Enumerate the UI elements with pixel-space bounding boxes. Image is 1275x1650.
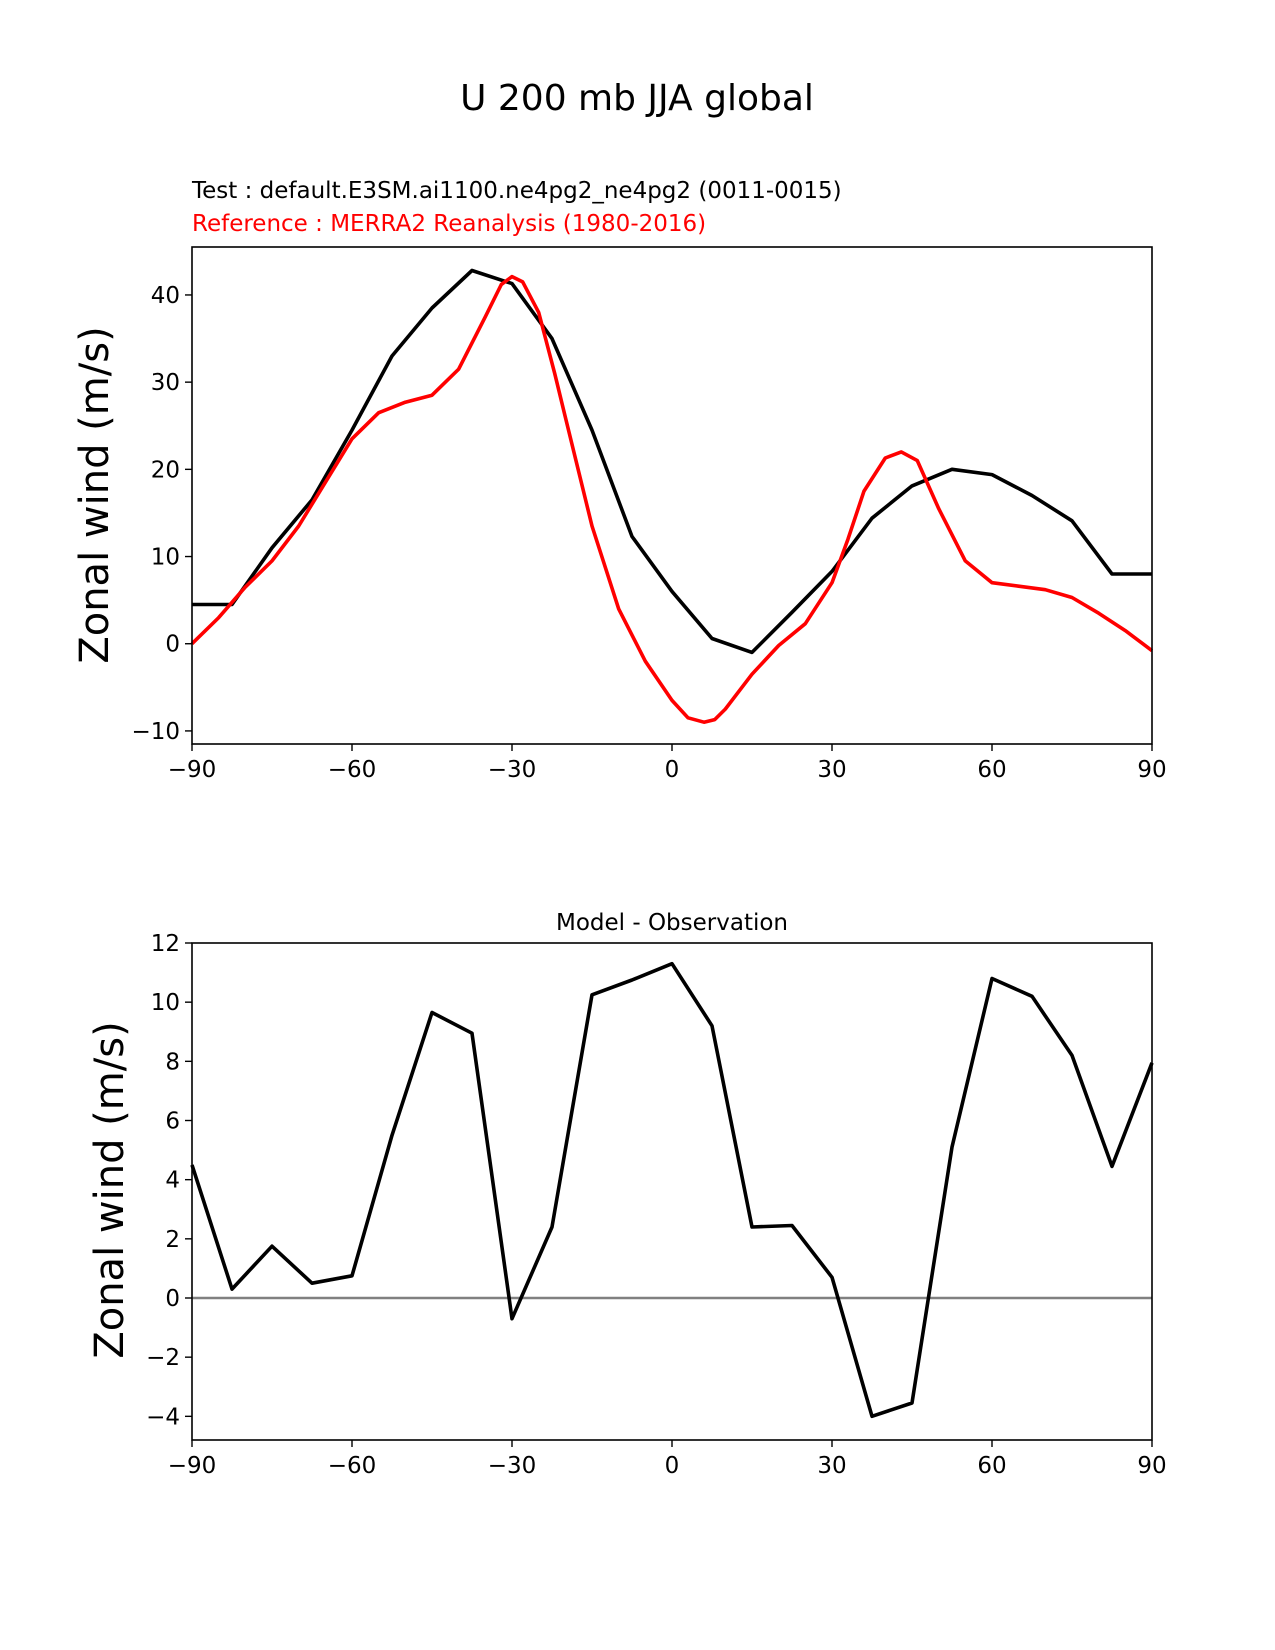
bottom-panel-x-tick-label: 60	[977, 1453, 1006, 1479]
bottom-panel-y-tick-label: 8	[165, 1049, 180, 1075]
bottom-panel-y-tick-label: 2	[165, 1227, 180, 1253]
top-panel-x-tick-label: −30	[488, 757, 537, 783]
top-panel-y-tick-label: 40	[151, 283, 180, 309]
bottom-panel-y-tick-label: 12	[151, 931, 180, 957]
top-panel-series-reference-line	[190, 274, 1154, 725]
top-panel-series	[190, 268, 1154, 725]
bottom-panel-y-tick-label: 0	[165, 1286, 180, 1312]
top-panel-y-tick-label: 10	[151, 545, 180, 571]
top-panel-y-tick-label: 30	[151, 370, 180, 396]
top-panel-y-tick-label: 20	[151, 457, 180, 483]
top-panel-y-tick-label: 0	[165, 632, 180, 658]
figure-title: U 200 mb JJA global	[460, 78, 814, 119]
bottom-panel-y-tick-label: 6	[165, 1109, 180, 1135]
top-panel-axes: −90 −60 −30 0 30 60 90 −10 0 10 20 30 40	[131, 283, 1166, 783]
top-panel-x-tick-label: 0	[665, 757, 680, 783]
top-panel-x-tick-label: 60	[977, 757, 1006, 783]
top-panel: Test : default.E3SM.ai1100.ne4pg2_ne4pg2…	[72, 178, 1167, 783]
top-panel-x-tick-label: −60	[328, 757, 377, 783]
top-panel-test-label: Test : default.E3SM.ai1100.ne4pg2_ne4pg2…	[191, 178, 842, 204]
bottom-panel-y-tick-label: −4	[146, 1404, 180, 1430]
bottom-panel-y-axis-label: Zonal wind (m/s)	[87, 1021, 133, 1358]
top-panel-x-tick-label: −90	[168, 757, 217, 783]
bottom-panel-y-tick-label: 10	[151, 990, 180, 1016]
bottom-panel-title: Model - Observation	[556, 910, 788, 936]
bottom-panel-x-tick-label: 90	[1137, 1453, 1166, 1479]
bottom-panel-axes: −90 −60 −30 0 30 60 90 −4 −2 0 2 4 6 8 10 12	[146, 931, 1167, 1479]
top-panel-series-test-line	[192, 268, 1152, 655]
bottom-panel-frame	[191, 942, 1153, 1441]
bottom-panel-x-tick-label: 30	[817, 1453, 846, 1479]
bottom-panel: Model - Observation Zonal wind (m/s) −90…	[87, 910, 1167, 1479]
bottom-panel-series-model-observation-line	[190, 961, 1154, 1419]
top-panel-y-tick-label: −10	[131, 719, 180, 745]
bottom-panel-x-tick-label: 0	[665, 1453, 680, 1479]
top-panel-x-tick-label: 30	[817, 757, 846, 783]
bottom-panel-y-tick-label: −2	[146, 1345, 180, 1371]
top-panel-frame	[191, 246, 1153, 745]
bottom-panel-series	[190, 961, 1154, 1419]
top-panel-x-tick-label: 90	[1137, 757, 1166, 783]
top-panel-reference-label: Reference : MERRA2 Reanalysis (1980-2016…	[192, 211, 706, 237]
top-panel-y-axis-label: Zonal wind (m/s)	[72, 326, 118, 663]
bottom-panel-y-tick-label: 4	[165, 1168, 180, 1194]
bottom-panel-x-tick-label: −60	[328, 1453, 377, 1479]
bottom-panel-x-tick-label: −90	[168, 1453, 217, 1479]
bottom-panel-x-tick-label: −30	[488, 1453, 537, 1479]
